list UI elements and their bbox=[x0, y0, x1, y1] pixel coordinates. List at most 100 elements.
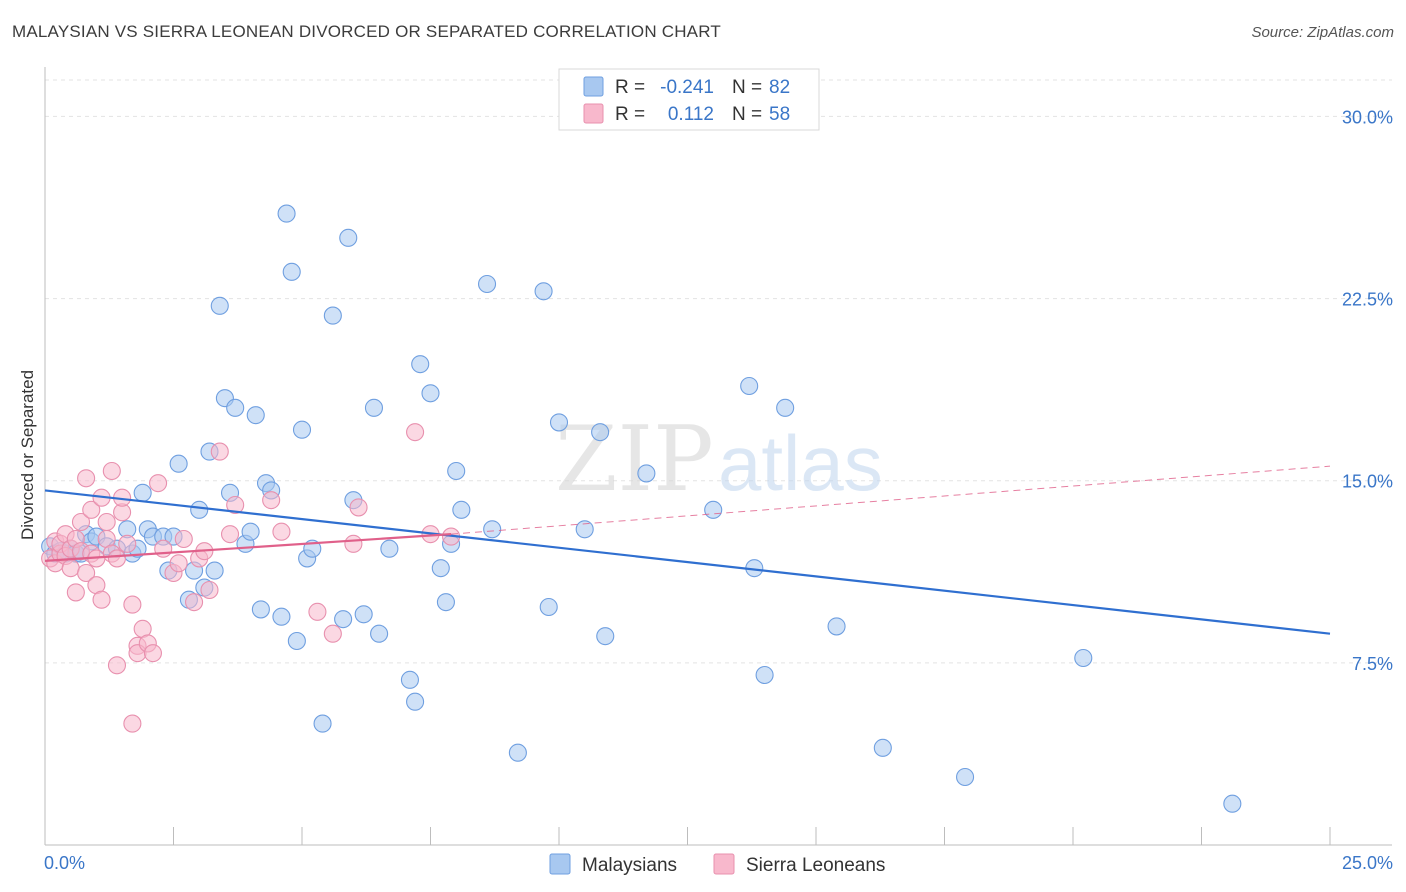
point-malaysians-65 bbox=[508, 743, 527, 762]
x-tick-label-max: 25.0% bbox=[1342, 853, 1393, 873]
point-sierra-leoneans-54 bbox=[344, 534, 363, 553]
point-malaysians-33 bbox=[241, 522, 260, 541]
point-sierra-leoneans-51 bbox=[308, 602, 327, 621]
point-malaysians-66 bbox=[534, 282, 553, 301]
point-sierra-leoneans-41 bbox=[174, 529, 193, 549]
y-tick-label-1: 15.0% bbox=[1342, 472, 1393, 492]
point-sierra-leoneans-29 bbox=[118, 534, 137, 553]
point-malaysians-52 bbox=[364, 398, 384, 417]
point-malaysians-58 bbox=[431, 559, 450, 578]
watermark: ZIP atlas bbox=[555, 407, 883, 512]
trend-line-dashed-sierra-leoneans bbox=[451, 465, 1331, 535]
point-malaysians-35 bbox=[251, 600, 270, 619]
point-malaysians-82 bbox=[1223, 794, 1242, 813]
point-malaysians-69 bbox=[575, 520, 594, 539]
tick-labels: 7.5% 15.0% 22.5% 30.0% 0.0% 25.0% bbox=[44, 107, 1393, 873]
legend-swatch-sierra-leoneans bbox=[583, 103, 604, 124]
point-malaysians-77 bbox=[776, 398, 795, 417]
point-malaysians-48 bbox=[339, 228, 358, 247]
point-sierra-leoneans-49 bbox=[262, 491, 281, 510]
point-malaysians-61 bbox=[452, 500, 471, 519]
legend-swatch-malaysians bbox=[549, 853, 571, 875]
y-tick-label-3: 30.0% bbox=[1342, 107, 1393, 127]
point-malaysians-78 bbox=[827, 617, 846, 636]
point-malaysians-40 bbox=[282, 262, 301, 281]
point-sierra-leoneans-47 bbox=[220, 525, 240, 544]
chart-title: MALAYSIAN VS SIERRA LEONEAN DIVORCED OR … bbox=[12, 22, 721, 41]
point-malaysians-15 bbox=[133, 483, 152, 502]
point-malaysians-31 bbox=[226, 398, 245, 417]
point-sierra-leoneans-16 bbox=[82, 500, 101, 519]
y-tick-label-0: 7.5% bbox=[1352, 654, 1393, 674]
legend-r-value: 0.112 bbox=[668, 104, 714, 125]
y-tick-label-2: 22.5% bbox=[1342, 290, 1393, 310]
point-malaysians-81 bbox=[1074, 648, 1093, 668]
point-sierra-leoneans-36 bbox=[143, 644, 162, 663]
legend-r-value: -0.241 bbox=[660, 77, 714, 98]
point-malaysians-60 bbox=[447, 461, 466, 481]
point-malaysians-74 bbox=[740, 376, 759, 396]
point-malaysians-34 bbox=[246, 406, 265, 425]
legend-swatch-malaysians bbox=[583, 76, 604, 97]
point-sierra-leoneans-40 bbox=[169, 554, 188, 573]
trend-lines bbox=[44, 465, 1331, 635]
point-malaysians-57 bbox=[421, 384, 440, 403]
legend-top: R = -0.241 N = 82 R = 0.112 N = 58 bbox=[558, 68, 820, 131]
point-malaysians-39 bbox=[277, 204, 296, 223]
point-sierra-leoneans-14 bbox=[77, 469, 96, 488]
point-sierra-leoneans-38 bbox=[154, 539, 173, 558]
point-malaysians-55 bbox=[406, 692, 425, 711]
point-malaysians-68 bbox=[549, 413, 569, 432]
point-malaysians-27 bbox=[205, 561, 224, 580]
watermark-zip: ZIP bbox=[555, 407, 714, 512]
point-malaysians-73 bbox=[704, 500, 723, 519]
point-malaysians-80 bbox=[956, 767, 975, 787]
legend-swatch-sierra-leoneans bbox=[713, 853, 735, 875]
point-malaysians-64 bbox=[483, 520, 502, 539]
trend-line-malaysians bbox=[44, 489, 1331, 635]
point-malaysians-45 bbox=[313, 714, 332, 733]
point-sierra-leoneans-30 bbox=[123, 714, 142, 733]
point-sierra-leoneans-31 bbox=[123, 595, 142, 614]
point-malaysians-24 bbox=[190, 500, 209, 519]
point-malaysians-67 bbox=[539, 597, 558, 617]
point-sierra-leoneans-11 bbox=[71, 512, 91, 532]
data-points bbox=[41, 204, 1242, 813]
point-sierra-leoneans-53 bbox=[349, 498, 368, 517]
point-sierra-leoneans-45 bbox=[200, 580, 219, 600]
y-axis-label: Divorced or Separated bbox=[18, 370, 37, 540]
trend-line-sierra-leoneans bbox=[44, 533, 452, 562]
legend-n-value: 82 bbox=[769, 77, 790, 98]
point-malaysians-21 bbox=[169, 454, 188, 473]
point-malaysians-41 bbox=[287, 631, 306, 651]
point-malaysians-28 bbox=[210, 296, 229, 315]
point-sierra-leoneans-37 bbox=[149, 474, 168, 493]
point-sierra-leoneans-21 bbox=[97, 512, 116, 532]
point-sierra-leoneans-25 bbox=[107, 549, 127, 568]
axes bbox=[44, 67, 1392, 846]
legend-label-sierra-leoneans: Sierra Leoneans bbox=[746, 855, 885, 876]
point-malaysians-72 bbox=[637, 464, 656, 483]
point-sierra-leoneans-52 bbox=[323, 624, 342, 643]
legend-n-value: 58 bbox=[769, 104, 790, 125]
x-tick-label-min: 0.0% bbox=[44, 853, 85, 873]
point-malaysians-70 bbox=[591, 423, 610, 442]
legend-bottom: Malaysians Sierra Leoneans bbox=[549, 853, 885, 876]
point-malaysians-63 bbox=[477, 274, 497, 294]
point-sierra-leoneans-55 bbox=[406, 423, 425, 442]
legend-n-label: N = bbox=[732, 104, 762, 125]
point-sierra-leoneans-42 bbox=[185, 593, 204, 612]
legend-r-label: R = bbox=[615, 104, 645, 125]
point-malaysians-71 bbox=[596, 627, 615, 646]
point-sierra-leoneans-50 bbox=[272, 522, 291, 541]
legend-n-label: N = bbox=[732, 77, 762, 98]
legend-label-malaysians: Malaysians bbox=[582, 855, 677, 876]
point-sierra-leoneans-8 bbox=[61, 559, 80, 578]
point-malaysians-56 bbox=[411, 355, 430, 374]
point-malaysians-54 bbox=[400, 670, 419, 689]
point-sierra-leoneans-48 bbox=[226, 495, 245, 515]
point-malaysians-59 bbox=[436, 593, 455, 612]
point-sierra-leoneans-20 bbox=[92, 590, 111, 609]
point-malaysians-42 bbox=[292, 420, 312, 439]
